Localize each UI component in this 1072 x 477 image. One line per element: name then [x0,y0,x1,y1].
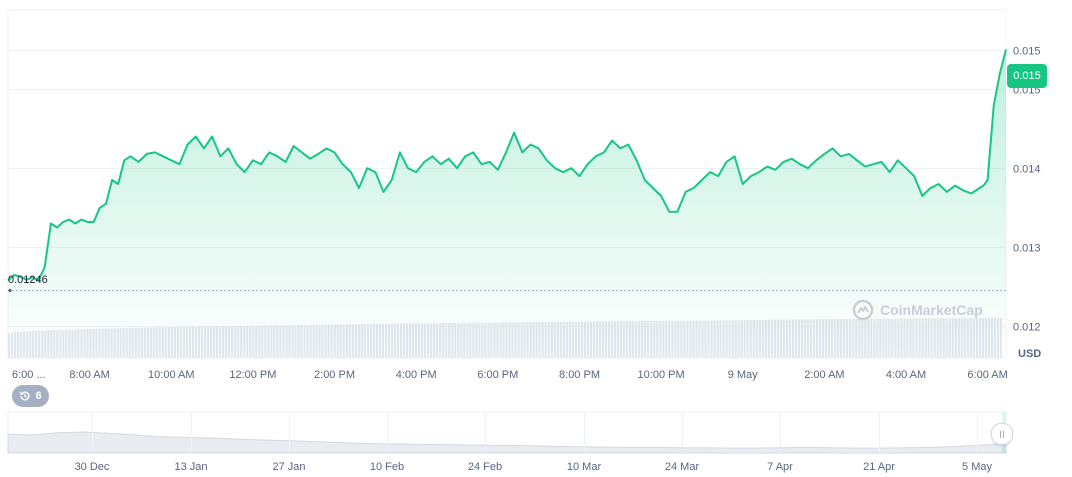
history-button[interactable]: 6 [12,385,49,407]
navigator-tick-label: 24 Feb [468,461,502,473]
current-price-badge: 0.015 [1007,64,1047,88]
range-navigator[interactable] [7,411,1007,454]
navigator-tick-label: 30 Dec [75,461,110,473]
navigator-tick-label: 24 Mar [665,461,700,473]
navigator-tick-label: 10 Mar [567,461,602,473]
x-tick-label: 8:00 PM [559,369,600,381]
x-tick-label: 2:00 PM [314,369,355,381]
navigator-right-handle[interactable] [991,423,1013,445]
x-tick-label: 6:00 AM [967,369,1007,381]
grip-line [1003,430,1004,438]
x-tick-label: 4:00 AM [886,369,926,381]
grip-line [1000,430,1001,438]
history-icon [20,391,30,401]
y-tick-label: 0.015 [1013,46,1041,58]
x-tick-label: 6:00 ... [12,369,46,381]
x-tick-label: 12:00 PM [229,369,276,381]
y-tick-label: 0.012 [1013,322,1041,334]
x-tick-label: 8:00 AM [69,369,109,381]
navigator-tick-label: 7 Apr [767,461,793,473]
price-line [7,49,1007,282]
x-tick-label: 10:00 PM [638,369,685,381]
x-tick-label: 2:00 AM [804,369,844,381]
reference-dot [8,288,12,293]
navigator-tick-label: 13 Jan [174,461,207,473]
navigator-date-ticks: 30 Dec 13 Jan 27 Jan 10 Feb 24 Feb 10 Mar 24 M… [75,412,992,473]
x-tick-label: 10:00 AM [148,369,194,381]
reference-price-label: 0.01246 [8,274,48,286]
navigator-tick-label: 27 Jan [272,461,305,473]
navigator-tick-label: 5 May [962,461,992,473]
x-tick-label: 9 May [728,369,758,381]
navigator-tick-label: 21 Apr [863,461,895,473]
watermark: CoinMarketCap [852,299,983,321]
currency-label: USD [1018,348,1042,360]
navigator-area [7,431,1007,454]
watermark-text: CoinMarketCap [880,302,983,318]
coinmarketcap-logo-icon [852,299,874,321]
x-tick-label: 6:00 PM [477,369,518,381]
x-tick-label: 4:00 PM [396,369,437,381]
x-axis-ticks: 6:00 ... 8:00 AM 10:00 AM 12:00 PM 2:00 PM 4:… [12,369,1008,381]
y-tick-label: 0.014 [1013,164,1041,176]
navigator-tick-label: 10 Feb [370,461,404,473]
y-tick-label: 0.013 [1013,243,1041,255]
history-count: 6 [35,390,42,402]
price-area [8,49,1006,358]
